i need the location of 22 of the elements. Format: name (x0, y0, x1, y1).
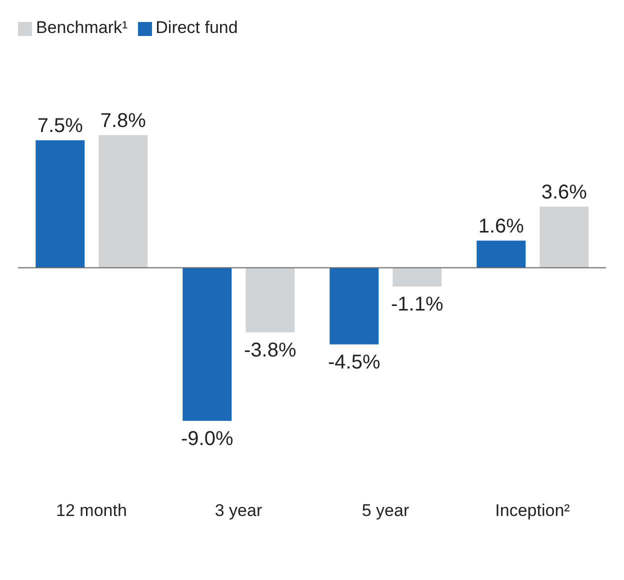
data-label: 1.6% (478, 216, 524, 238)
data-label: -1.1% (391, 294, 444, 316)
bar (540, 206, 589, 268)
bar (330, 268, 379, 344)
bar (392, 268, 442, 287)
data-label: -4.5% (328, 351, 380, 374)
bar (36, 140, 85, 268)
legend-label: Direct fund (156, 18, 238, 37)
data-label: 7.5% (37, 115, 84, 138)
data-label: -3.8% (244, 339, 296, 362)
x-tick-label: 5 year (362, 501, 410, 520)
bar (98, 135, 148, 268)
data-label: 7.8% (100, 110, 146, 132)
x-tick-label: 3 year (214, 501, 262, 520)
data-label: -9.0% (181, 428, 234, 450)
bar (182, 268, 232, 421)
bar (246, 268, 295, 332)
x-tick-label: 12 month (56, 501, 127, 520)
bar (476, 240, 526, 268)
legend-label: Benchmark¹ (36, 18, 128, 37)
x-tick-label: Inception² (495, 501, 570, 520)
data-label: 3.6% (541, 182, 588, 204)
